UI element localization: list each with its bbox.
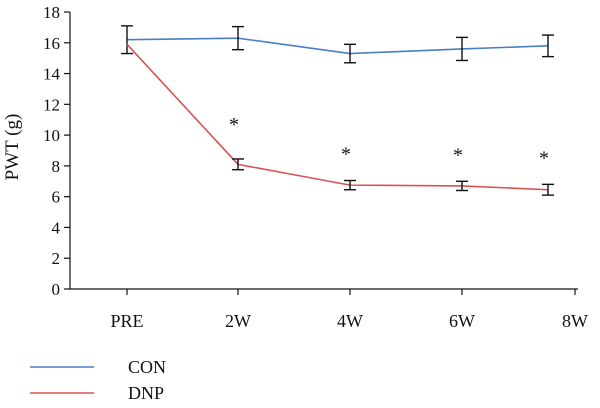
y-tick-label: 10	[43, 126, 60, 145]
axes: 0 2 4 6 8 10 12 14 16 18 PRE 2W 4W 6W 8W	[43, 3, 588, 331]
significance-marker: *	[453, 144, 463, 166]
y-tick-label: 16	[43, 34, 60, 53]
y-tick-label: 6	[52, 188, 61, 207]
series-line	[126, 37, 549, 55]
y-tick-label: 18	[43, 3, 60, 22]
series-con	[121, 25, 554, 64]
series-layer: * * * *	[121, 25, 554, 196]
legend: CON DNP	[30, 357, 166, 403]
y-tick-label: 12	[43, 95, 60, 114]
significance-marker: *	[341, 144, 351, 166]
series-dnp: * * * *	[126, 43, 554, 196]
significance-marker: *	[229, 114, 239, 136]
y-tick-label: 2	[52, 249, 61, 268]
y-tick-label: 0	[52, 280, 61, 299]
x-tick-label: 2W	[225, 311, 251, 331]
series-line	[126, 43, 549, 191]
y-axis-label: PWT (g)	[2, 114, 23, 181]
significance-marker: *	[539, 147, 549, 169]
y-tick-label: 8	[52, 157, 61, 176]
legend-label-con: CON	[128, 357, 166, 377]
x-tick-label: 4W	[337, 311, 363, 331]
x-tick-label: PRE	[110, 311, 143, 331]
x-tick-label: 6W	[449, 311, 475, 331]
y-tick-label: 14	[43, 65, 61, 84]
y-tick-label: 4	[52, 218, 61, 237]
legend-label-dnp: DNP	[128, 383, 164, 403]
x-tick-label: 8W	[562, 311, 588, 331]
